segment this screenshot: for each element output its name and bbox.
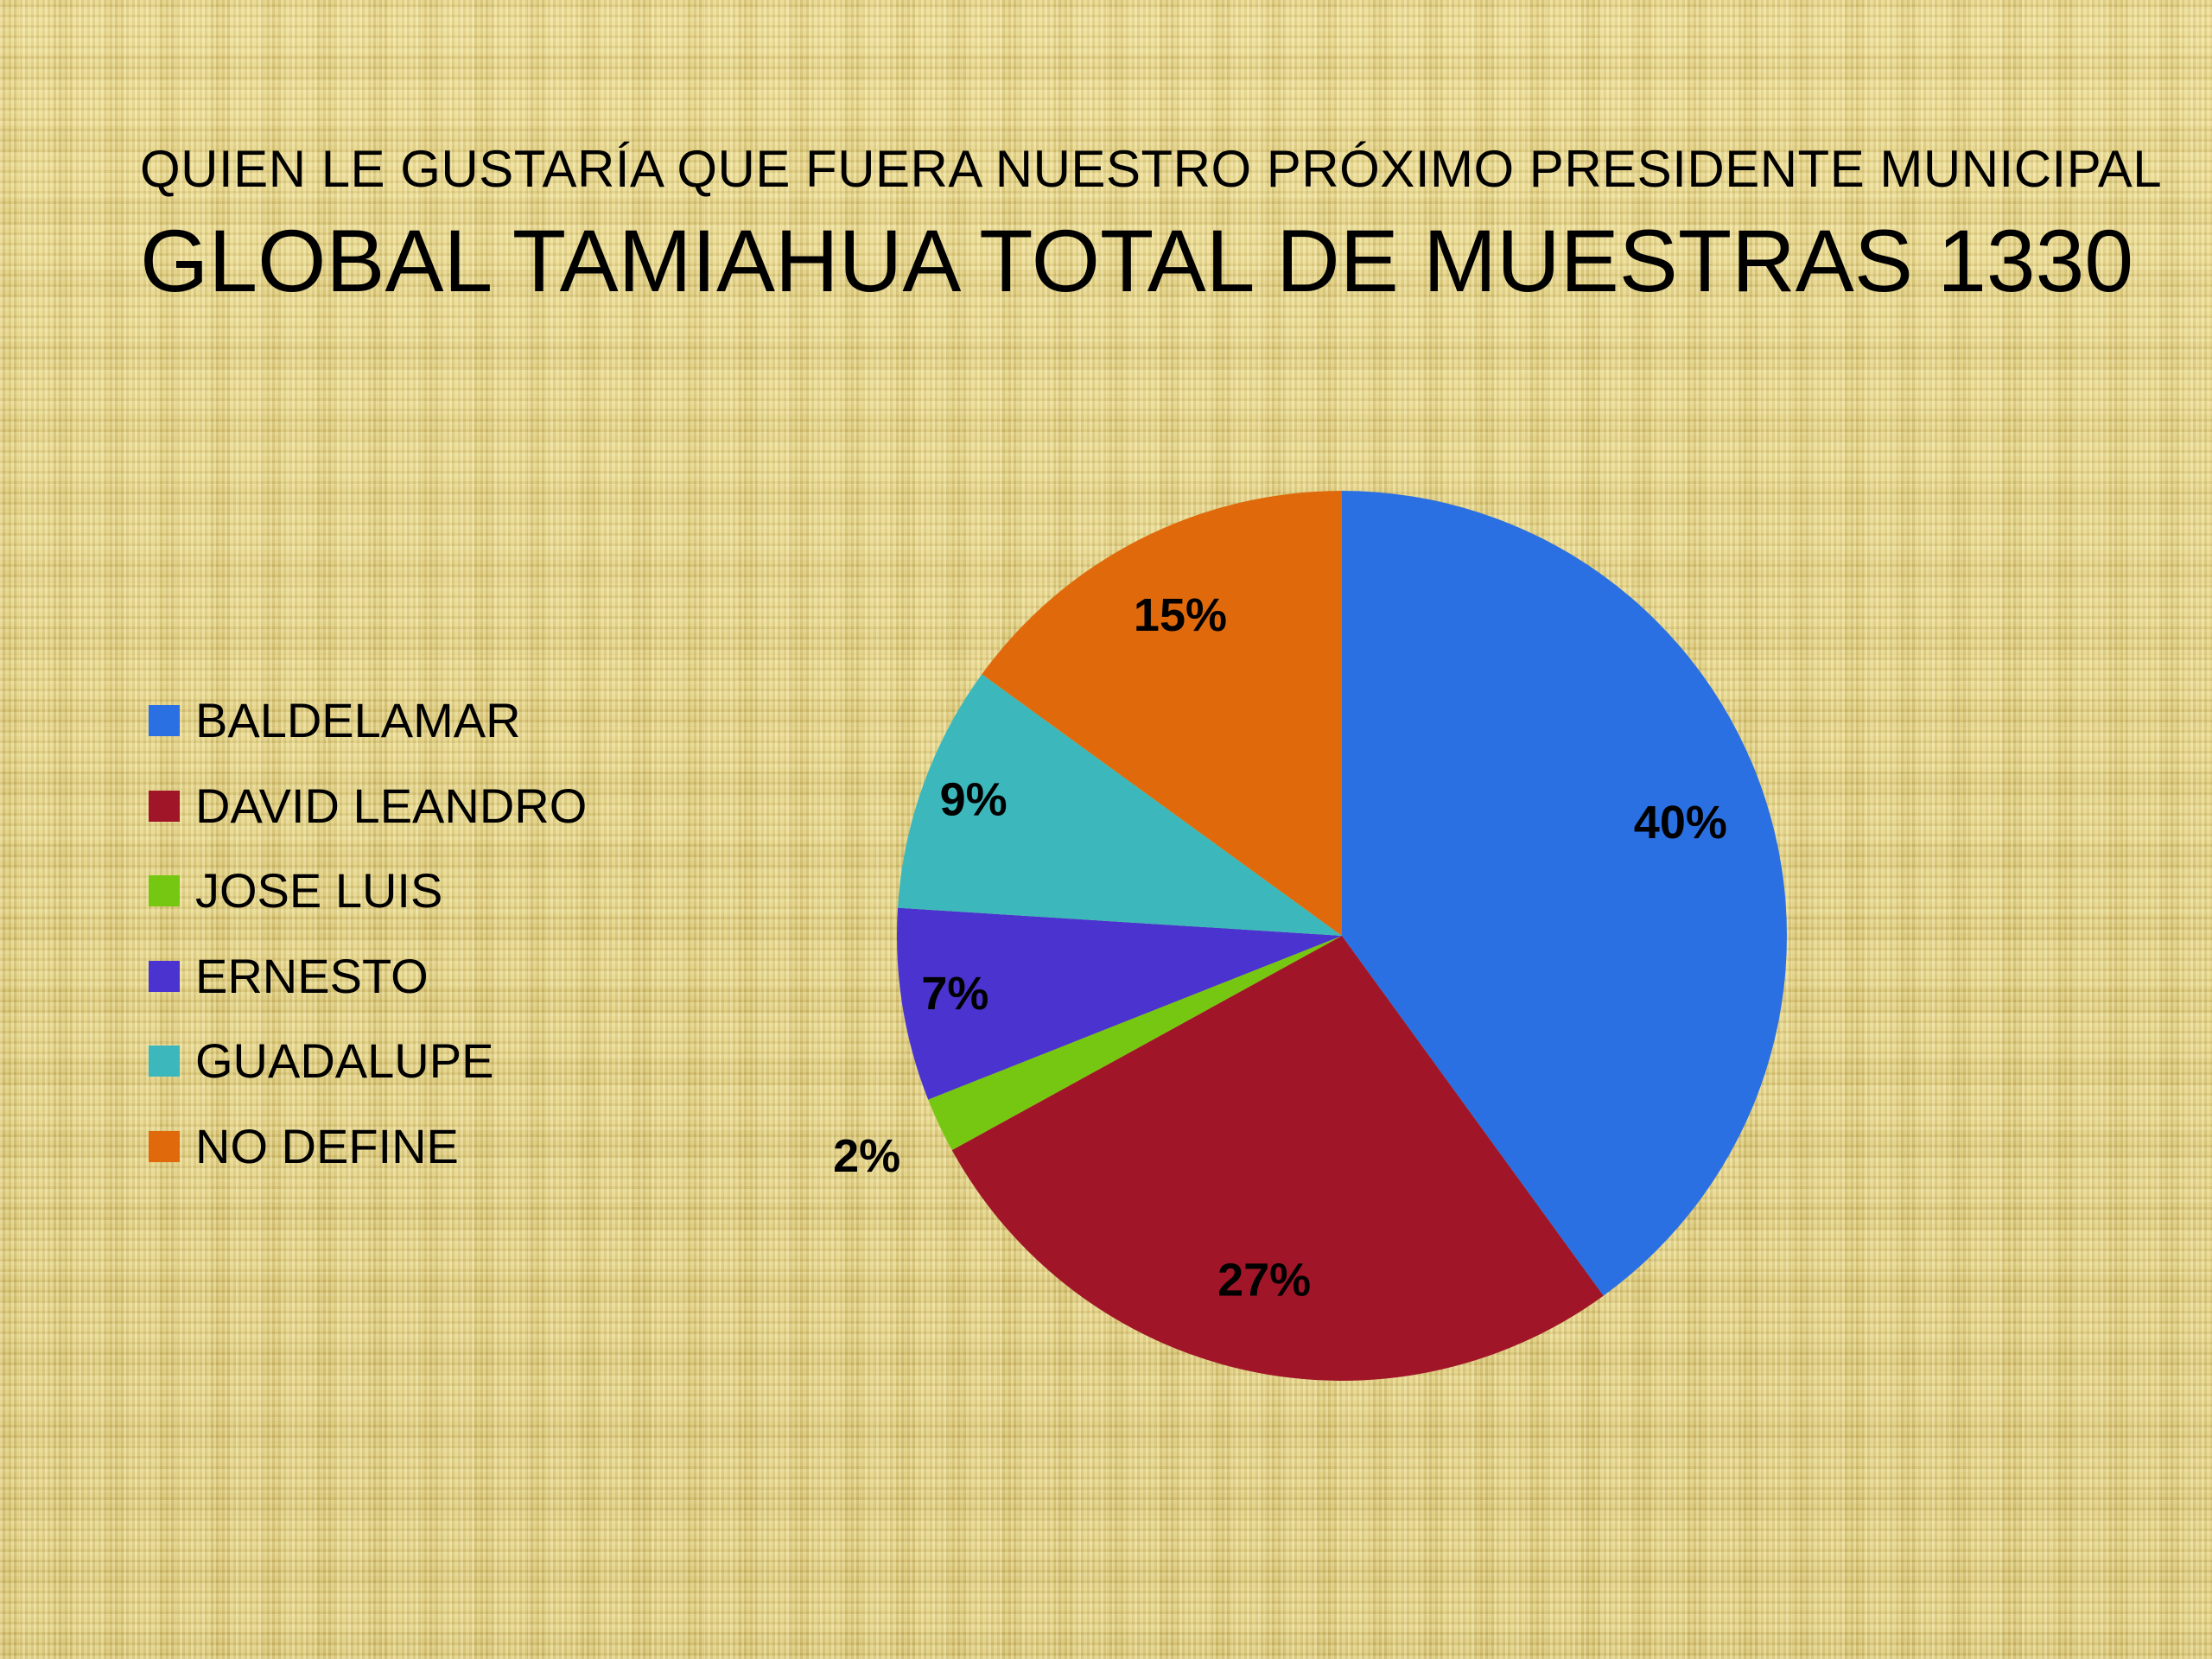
pie-slice-ernesto (897, 907, 1342, 1100)
data-label-ernesto: 7% (921, 968, 988, 1020)
legend-item-guadalupe: GUADALUPE (149, 1019, 753, 1104)
legend-label: JOSE LUIS (195, 863, 443, 918)
legend-item-david-leandro: DAVID LEANDRO (149, 764, 753, 849)
pie-slice-no-define (982, 491, 1342, 936)
data-label-no-define: 15% (1134, 589, 1227, 641)
chart-subtitle: QUIEN LE GUSTARÍA QUE FUERA NUESTRO PRÓX… (140, 140, 2163, 198)
legend-swatch (149, 1046, 180, 1077)
data-label-baldelamar: 40% (1634, 797, 1727, 849)
pie-slice-baldelamar (1342, 491, 1788, 1296)
legend-label: DAVID LEANDRO (195, 778, 588, 833)
legend-label: NO DEFINE (195, 1118, 459, 1173)
legend-swatch (149, 875, 180, 907)
legend-swatch (149, 960, 180, 992)
legend-item-baldelamar: BALDELAMAR (149, 678, 753, 764)
pie-slice-david-leandro (951, 936, 1604, 1381)
legend-item-no-define: NO DEFINE (149, 1104, 753, 1190)
chart-title: GLOBAL TAMIAHUA TOTAL DE MUESTRAS 1330 (140, 212, 2134, 310)
data-label-guadalupe: 9% (940, 774, 1007, 826)
legend-swatch (149, 790, 180, 822)
legend-swatch (149, 1130, 180, 1162)
pie-slice-jose-luis (928, 936, 1342, 1151)
legend-label: BALDELAMAR (195, 693, 521, 748)
title-block: QUIEN LE GUSTARÍA QUE FUERA NUESTRO PRÓX… (140, 130, 2163, 313)
legend-label: GUADALUPE (195, 1033, 494, 1089)
legend-swatch (149, 705, 180, 737)
legend-item-ernesto: ERNESTO (149, 934, 753, 1020)
legend-label: ERNESTO (195, 948, 429, 1003)
chart-legend: BALDELAMAR DAVID LEANDRO JOSE LUIS ERNES… (149, 678, 753, 1189)
legend-item-jose-luis: JOSE LUIS (149, 849, 753, 934)
data-label-jose-luis: 2% (833, 1130, 900, 1182)
data-label-david-leandro: 27% (1217, 1254, 1311, 1306)
pie-slice-guadalupe (898, 674, 1342, 936)
